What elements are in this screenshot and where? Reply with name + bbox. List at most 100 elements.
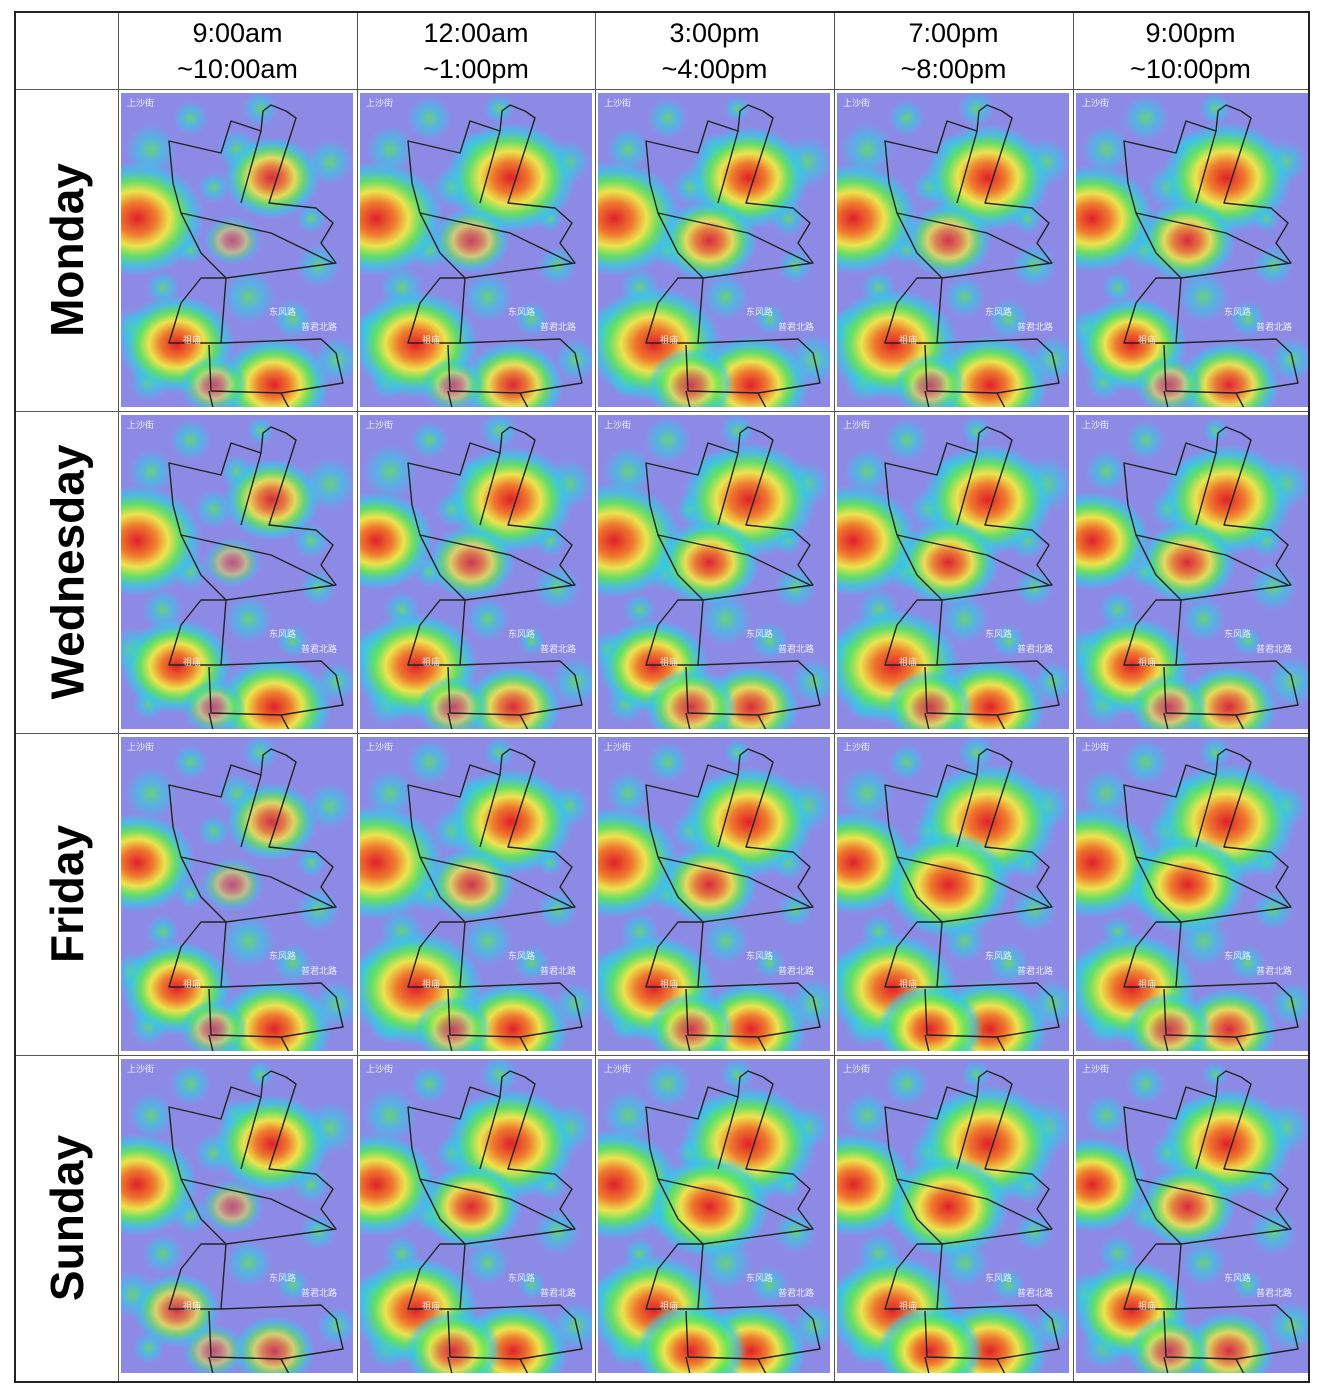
hotspot-south-center [416, 676, 490, 729]
heatmap-cell-friday-3: 上沙街 东风路 普君北路 祖庙 [837, 737, 1069, 1051]
minor-activity-blob [961, 1060, 991, 1090]
boundary-line [884, 426, 1053, 601]
map-label-north-road: 普君北路 [1017, 965, 1053, 977]
map-label-north-road: 普君北路 [778, 321, 814, 333]
minor-activity-blob [173, 744, 209, 780]
minor-activity-blob [221, 913, 276, 969]
district-boundaries [884, 104, 1060, 407]
heatmap-cell-sunday-4: 上沙街 东风路 普君北路 祖庙 [1076, 1059, 1308, 1373]
district-boundaries [645, 748, 821, 1051]
boundary-line [884, 856, 1050, 988]
district-boundaries [407, 748, 583, 1051]
map-label-north-road: 普君北路 [540, 965, 576, 977]
hotspot-west-edge [360, 491, 435, 590]
minor-activity-blob [699, 592, 753, 646]
map-label-north-road: 普君北路 [1256, 321, 1292, 333]
boundary-line [208, 774, 290, 1051]
map-label-station: 祖庙 [660, 1300, 678, 1312]
map-label-north-road: 普君北路 [540, 1287, 576, 1299]
hotspot-south-center [182, 1324, 246, 1373]
hotspot-central [420, 1163, 523, 1250]
grid-row-divider [16, 411, 1308, 412]
boundary-line [168, 426, 337, 601]
hotspot-central [1129, 835, 1246, 934]
minor-activity-blob [1199, 93, 1232, 125]
minor-activity-blob [483, 737, 515, 769]
map-label-top-left-street: 上沙街 [843, 1063, 870, 1075]
boundary-line [407, 856, 573, 988]
hotspot-central [200, 1179, 264, 1234]
hotspot-central [887, 1155, 1009, 1258]
map-label-station: 祖庙 [183, 978, 201, 990]
boundary-line [447, 660, 583, 716]
day-label: Friday [41, 824, 94, 964]
boundary-line [208, 1304, 344, 1360]
boundary-line [924, 660, 1060, 716]
boundary-line [645, 534, 811, 666]
map-label-east-road: 东风路 [269, 950, 296, 962]
boundary-line [1163, 1096, 1245, 1373]
minor-activity-blob [197, 171, 230, 204]
map-label-north-road: 普君北路 [1256, 1287, 1292, 1299]
map-label-top-left-street: 上沙街 [366, 97, 393, 109]
time-slot-start: 9:00pm [1145, 18, 1236, 48]
boundary-line [645, 104, 814, 279]
minor-activity-blob [296, 847, 326, 878]
boundary-line [685, 774, 767, 1051]
minor-activity-blob [1199, 737, 1232, 769]
map-label-station: 祖庙 [899, 656, 917, 668]
heatmap-cell-sunday-0: 上沙街 东风路 普君北路 祖庙 [121, 1059, 353, 1373]
minor-activity-blob [1232, 1270, 1263, 1300]
boundary-line [447, 338, 583, 394]
minor-activity-blob [246, 416, 275, 445]
minor-activity-blob [888, 743, 925, 781]
time-slot-end: ~10:00am [177, 54, 298, 84]
heatmap-cell-friday-0: 上沙街 东风路 普君北路 祖庙 [121, 737, 353, 1051]
time-slot-header: 7:00pm ~8:00pm [834, 13, 1073, 89]
minor-activity-blob [480, 1059, 519, 1094]
boundary-line [685, 338, 821, 394]
day-row-header: Monday [16, 89, 118, 411]
district-boundaries [1123, 748, 1299, 1051]
boundary-line [645, 856, 811, 988]
minor-activity-blob [844, 1092, 891, 1139]
grid-column-divider [357, 13, 358, 1381]
map-label-top-left-street: 上沙街 [1082, 741, 1109, 753]
boundary-line [884, 534, 1050, 666]
time-slot-start: 7:00pm [908, 18, 999, 48]
map-label-east-road: 东风路 [746, 628, 773, 640]
boundary-line [924, 982, 1060, 1038]
minor-activity-blob [1266, 1300, 1308, 1352]
boundary-line [1123, 1070, 1292, 1245]
boundary-line [924, 1304, 1060, 1360]
boundary-line [924, 452, 1006, 729]
boundary-line [168, 212, 334, 344]
map-label-east-road: 东风路 [508, 306, 535, 318]
map-label-east-road: 东风路 [746, 306, 773, 318]
hotspot-south-center [1130, 674, 1208, 729]
minor-activity-blob [242, 93, 278, 127]
district-boundaries [407, 104, 583, 407]
boundary-line [208, 338, 344, 394]
hotspot-south-center [1134, 356, 1203, 407]
boundary-line [407, 748, 576, 923]
minor-activity-blob [410, 421, 449, 460]
minor-activity-blob [602, 1090, 654, 1141]
boundary-line [1123, 426, 1292, 601]
hotspot-west-edge [360, 805, 444, 921]
hotspot-central [427, 847, 515, 922]
boundary-line [208, 982, 344, 1038]
hotspot-central [203, 215, 262, 266]
minor-activity-blob [483, 93, 515, 125]
boundary-line [168, 748, 337, 923]
day-row-header: Sunday [16, 1055, 118, 1381]
boundary-line [168, 1070, 337, 1245]
boundary-line [685, 1304, 821, 1360]
district-boundaries [407, 426, 583, 729]
boundary-line [1123, 534, 1289, 666]
minor-activity-blob [1126, 420, 1166, 460]
minor-activity-blob [643, 416, 692, 464]
